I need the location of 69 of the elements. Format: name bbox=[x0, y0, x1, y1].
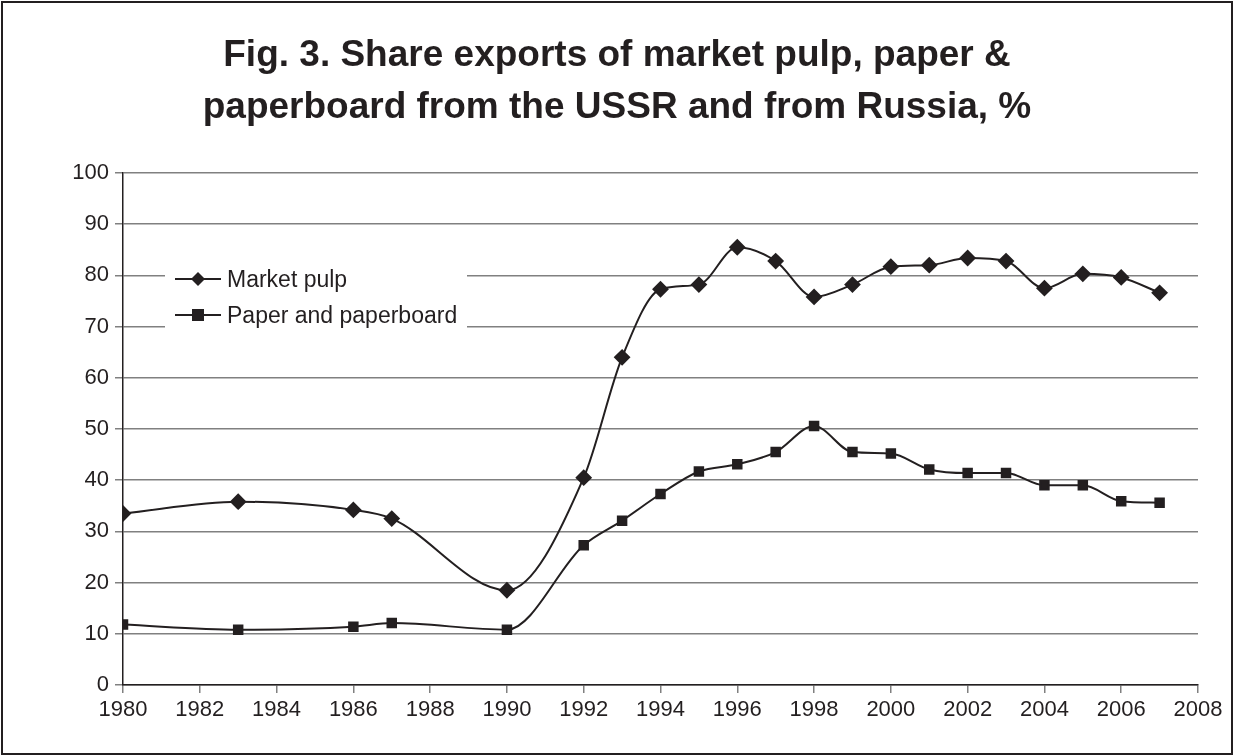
point bbox=[575, 469, 592, 486]
x-tick-label: 1984 bbox=[252, 696, 302, 722]
x-tick-label: 1980 bbox=[98, 696, 148, 722]
x-tick-label: 2000 bbox=[866, 696, 916, 722]
x-tick-label: 1992 bbox=[559, 696, 609, 722]
x-tick-label: 1998 bbox=[789, 696, 839, 722]
x-tick-label: 1988 bbox=[405, 696, 455, 722]
point bbox=[501, 624, 513, 635]
y-tick-label: 60 bbox=[84, 363, 109, 389]
point bbox=[693, 466, 705, 477]
point bbox=[1077, 480, 1089, 491]
y-tick-label: 0 bbox=[96, 671, 109, 697]
point bbox=[348, 621, 359, 632]
point bbox=[1039, 480, 1050, 491]
point bbox=[770, 446, 781, 458]
x-tick-label: 1990 bbox=[482, 696, 532, 722]
y-tick-label: 10 bbox=[84, 619, 109, 645]
point bbox=[1036, 280, 1053, 297]
y-tick-label: 80 bbox=[84, 261, 109, 287]
point bbox=[1074, 265, 1091, 282]
x-tick-label: 1996 bbox=[712, 696, 762, 722]
point bbox=[652, 281, 669, 298]
point bbox=[959, 249, 976, 266]
point bbox=[924, 464, 935, 475]
point bbox=[386, 617, 397, 629]
point bbox=[230, 493, 247, 510]
x-tick-label: 2008 bbox=[1173, 696, 1223, 722]
point bbox=[655, 488, 666, 500]
legend-label: Paper and paperboard bbox=[227, 301, 458, 329]
x-tick-label: 1982 bbox=[175, 696, 225, 722]
point bbox=[767, 253, 784, 270]
y-tick-label: 90 bbox=[84, 210, 109, 236]
point bbox=[1113, 269, 1130, 286]
x-tick-label: 1986 bbox=[328, 696, 378, 722]
point bbox=[806, 288, 823, 305]
point bbox=[616, 515, 628, 526]
point bbox=[1154, 497, 1165, 508]
y-tick-label: 30 bbox=[84, 517, 109, 543]
point bbox=[998, 253, 1015, 270]
point bbox=[232, 624, 244, 635]
legend-label: Market pulp bbox=[227, 265, 348, 293]
point bbox=[844, 276, 861, 293]
x-tick-label: 2002 bbox=[943, 696, 993, 722]
point bbox=[885, 448, 897, 459]
point bbox=[345, 501, 362, 518]
chart-title: Fig. 3. Share exports of market pulp, paper & paperboard from the USSR and from Russia, % bbox=[201, 32, 1033, 128]
point bbox=[690, 276, 707, 293]
y-tick-label: 100 bbox=[72, 159, 109, 185]
point bbox=[882, 258, 899, 275]
x-tick-label: 1994 bbox=[636, 696, 685, 722]
point bbox=[1151, 284, 1168, 301]
point bbox=[498, 582, 515, 599]
point bbox=[847, 446, 858, 458]
x-tick-label: 2004 bbox=[1019, 696, 1069, 722]
y-tick-label: 70 bbox=[84, 312, 109, 338]
point bbox=[732, 459, 743, 470]
point bbox=[1000, 467, 1012, 479]
x-tick-label: 2006 bbox=[1096, 696, 1146, 722]
point bbox=[383, 510, 400, 527]
point bbox=[962, 467, 973, 479]
point bbox=[614, 349, 631, 366]
y-tick-label: 40 bbox=[84, 466, 109, 492]
point bbox=[578, 539, 589, 551]
y-tick-label: 50 bbox=[84, 415, 109, 441]
y-tick-label: 20 bbox=[84, 568, 109, 594]
point bbox=[808, 420, 820, 432]
point bbox=[921, 257, 938, 274]
point bbox=[1115, 495, 1127, 507]
point bbox=[729, 239, 746, 256]
